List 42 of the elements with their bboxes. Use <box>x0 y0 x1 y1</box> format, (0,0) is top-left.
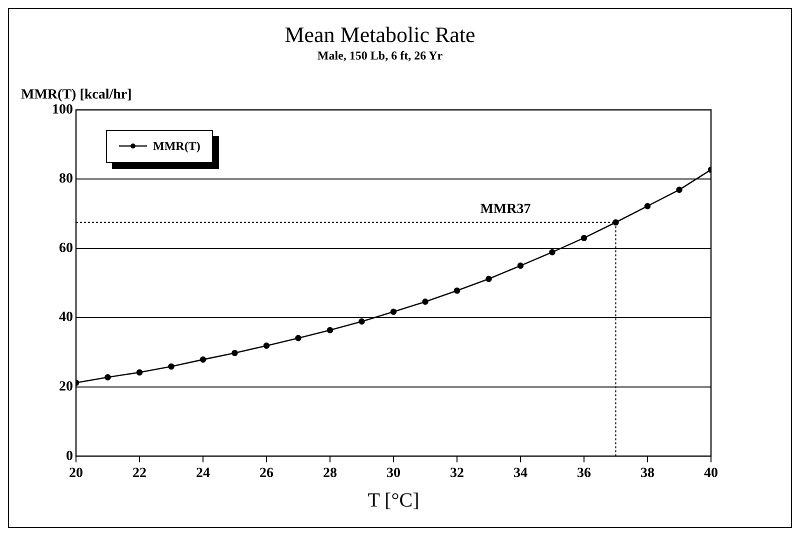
chart-subtitle: Male, 150 Lb, 6 ft, 26 Yr <box>317 48 444 63</box>
point <box>263 342 270 349</box>
point <box>549 249 556 256</box>
x-axis-title: T [°C] <box>368 489 420 512</box>
point <box>612 219 619 226</box>
point <box>358 318 365 325</box>
point <box>644 202 651 210</box>
y-tick-label: 0 <box>66 448 73 464</box>
point <box>390 308 397 315</box>
x-tick-label: 40 <box>704 466 718 482</box>
x-tick-label: 26 <box>260 466 274 482</box>
y-axis-title: MMR(T) [kcal/hr] <box>21 87 132 102</box>
point <box>232 350 238 356</box>
y-tick-label: 40 <box>59 310 73 326</box>
y-tick-label: 60 <box>59 240 73 256</box>
chart-title: Mean Metabolic Rate <box>284 22 476 47</box>
x-tick-label: 30 <box>386 466 400 482</box>
y-tick-label: 20 <box>59 380 73 395</box>
point <box>486 276 492 282</box>
x-tick-label: 20 <box>69 466 83 482</box>
x-tick-label: 32 <box>450 466 464 482</box>
legend-label: MMR(T) <box>153 138 200 154</box>
point <box>200 356 206 363</box>
point <box>168 363 174 370</box>
point <box>517 262 524 269</box>
x-tick-label: 38 <box>640 466 654 482</box>
x-tick-label: 24 <box>196 466 210 482</box>
ref-line-label: MMR37 <box>480 202 531 217</box>
point <box>295 334 302 342</box>
x-tick-label: 28 <box>323 466 337 482</box>
x-tick-label: 36 <box>577 466 591 482</box>
point <box>104 374 111 380</box>
point <box>136 369 143 376</box>
y-tick-label: 80 <box>59 172 73 187</box>
point <box>676 186 682 193</box>
point <box>454 287 460 294</box>
x-tick-label: 34 <box>514 466 528 482</box>
point <box>422 298 428 305</box>
point <box>580 234 588 242</box>
point <box>326 326 334 334</box>
y-tick-label: 100 <box>52 102 73 118</box>
x-tick-label: 22 <box>132 466 146 482</box>
